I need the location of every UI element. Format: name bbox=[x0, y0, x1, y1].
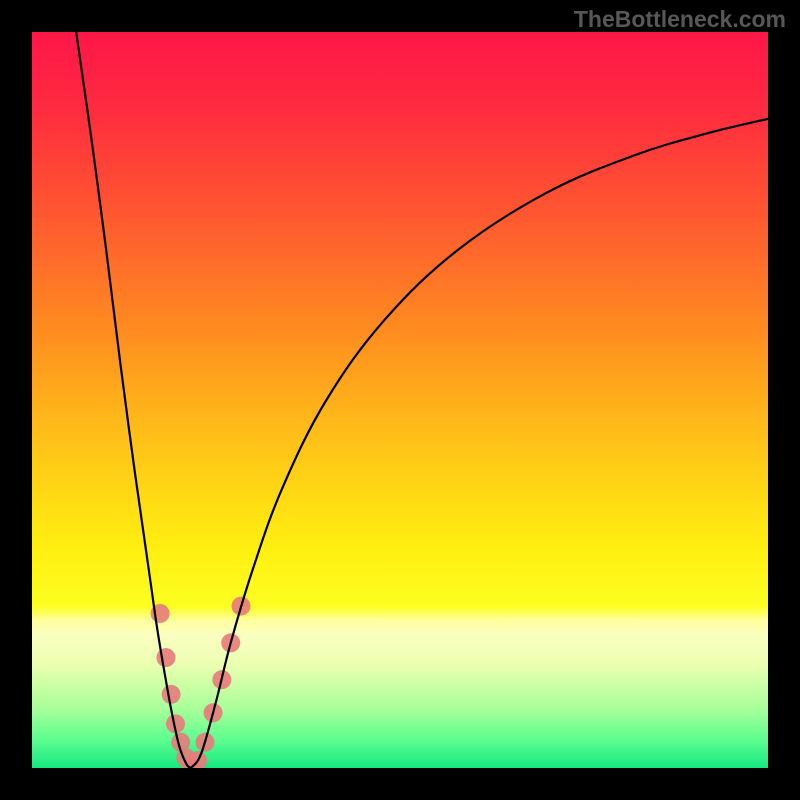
chart-container bbox=[32, 32, 768, 768]
data-marker bbox=[162, 685, 181, 704]
chart-background bbox=[32, 32, 768, 768]
watermark-text: TheBottleneck.com bbox=[574, 6, 786, 33]
bottleneck-chart bbox=[32, 32, 768, 768]
data-marker bbox=[156, 648, 175, 667]
